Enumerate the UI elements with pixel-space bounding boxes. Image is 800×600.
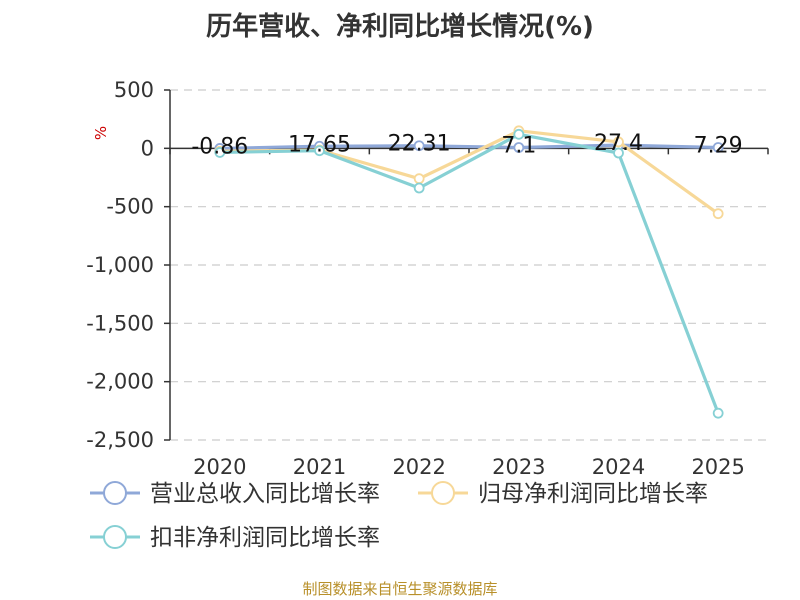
data-point[interactable] [613, 136, 624, 148]
x-tick-label: 2021 [293, 455, 346, 479]
x-tick-label: 2020 [193, 455, 246, 479]
y-tick-label: 500 [114, 78, 154, 102]
legend-swatch-marker[interactable] [431, 481, 455, 505]
data-point[interactable] [712, 142, 724, 153]
series-line [219, 143, 719, 151]
series-lines [214, 125, 724, 419]
series-line [219, 132, 720, 414]
chart-title: 历年营收、净利同比增长情况(%) [206, 12, 594, 42]
legend-label[interactable]: 归母净利润同比增长率 [478, 481, 708, 507]
data-point[interactable] [712, 407, 724, 419]
legend-label[interactable]: 营业总收入同比增长率 [150, 481, 380, 507]
data-point[interactable] [314, 145, 325, 157]
x-tick-label: 2024 [592, 455, 645, 479]
data-label: 17.65 [288, 132, 351, 157]
y-tick-label: -2,500 [86, 428, 154, 452]
y-tick-label: -500 [106, 195, 154, 219]
x-tick-label: 2022 [392, 455, 445, 479]
legend-swatch-marker[interactable] [103, 481, 127, 505]
data-label: 27.4 [594, 131, 643, 156]
grid-lines [170, 89, 768, 441]
data-point[interactable] [513, 142, 525, 153]
data-point[interactable] [413, 182, 425, 194]
data-point[interactable] [413, 173, 425, 185]
axes: % 500 0 -500 -1,000 -1,500 -2,000 -2,500 2020 20… [86, 78, 769, 479]
data-point[interactable] [712, 208, 724, 220]
data-label: -0.86 [191, 134, 248, 159]
y-axis-unit-label: % [92, 126, 110, 140]
y-tick-label: 0 [141, 136, 154, 160]
data-point[interactable] [513, 128, 525, 140]
data-point[interactable] [613, 147, 624, 159]
y-tick-label: -1,000 [86, 253, 154, 277]
data-point[interactable] [214, 147, 226, 158]
data-point[interactable] [413, 140, 425, 152]
y-tick-label: -1,500 [86, 311, 154, 335]
x-tick-label: 2023 [492, 455, 545, 479]
data-labels: -0.86 17.65 22.31 7.1 27.4 7.29 [191, 131, 742, 159]
data-label: 22.31 [388, 132, 451, 157]
source-note: 制图数据来自恒生聚源数据库 [302, 580, 498, 598]
x-tick-label: 2025 [691, 455, 744, 479]
legend-label[interactable]: 扣非净利润同比增长率 [150, 525, 380, 551]
data-label: 7.1 [501, 134, 536, 159]
data-label: 7.29 [694, 133, 743, 158]
y-tick-label: -2,000 [86, 370, 154, 394]
legend-swatch-marker[interactable] [103, 525, 127, 549]
